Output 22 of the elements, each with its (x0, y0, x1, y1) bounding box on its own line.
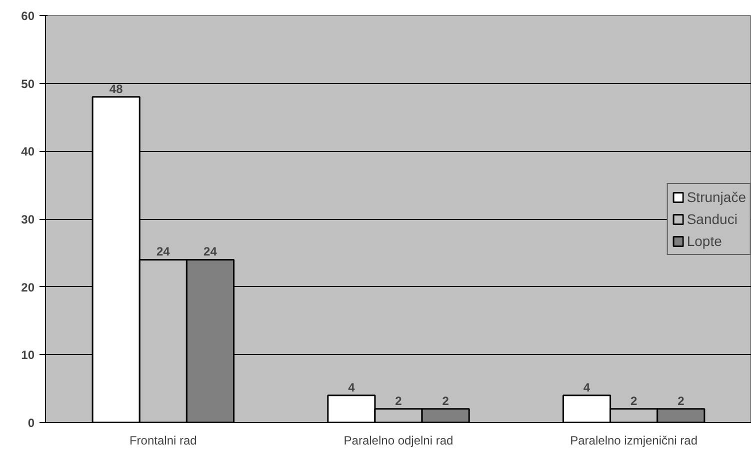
x-tick-label: Paralelno odjelni rad (344, 434, 454, 448)
legend-label: Lopte (686, 232, 722, 250)
data-label: 2 (395, 394, 402, 408)
x-tick-label: Frontalni rad (129, 434, 197, 448)
x-tick-label: Paralelno izmjenični rad (570, 434, 698, 448)
y-tick-label: 10 (21, 348, 35, 362)
data-label: 2 (678, 394, 685, 408)
y-tick-label: 0 (28, 416, 35, 430)
y-tick-label: 20 (21, 280, 35, 294)
data-label: 48 (109, 82, 124, 96)
data-label: 24 (204, 244, 218, 259)
data-label: 4 (348, 380, 356, 394)
data-label: 2 (442, 394, 450, 408)
data-label: 4 (583, 380, 590, 394)
legend-label: Sanduci (686, 210, 738, 228)
y-tick-label: 50 (21, 76, 35, 91)
y-tick-label: 40 (21, 144, 35, 159)
data-label: 24 (156, 244, 170, 259)
legend-label: Strunjače (686, 188, 746, 206)
data-label: 2 (630, 394, 638, 408)
y-tick-label: 30 (21, 212, 35, 226)
y-tick-label: 60 (21, 9, 35, 23)
